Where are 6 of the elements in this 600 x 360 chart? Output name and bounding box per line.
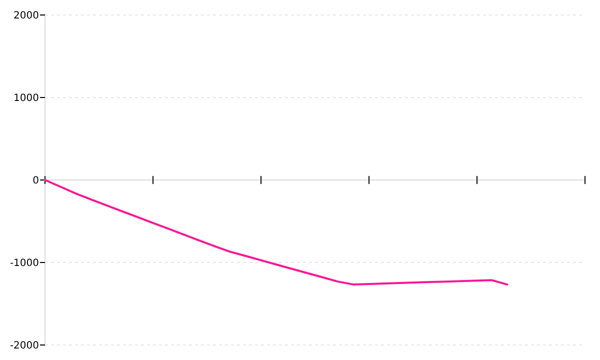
y-tick-label: -1000 [10, 258, 39, 269]
y-tick-label: -2000 [10, 340, 39, 352]
line-series [44, 179, 508, 286]
y-tick-label: 0 [32, 176, 39, 186]
y-tick-label: 2000 [14, 10, 39, 22]
y-tick-label: 1000 [14, 93, 39, 104]
